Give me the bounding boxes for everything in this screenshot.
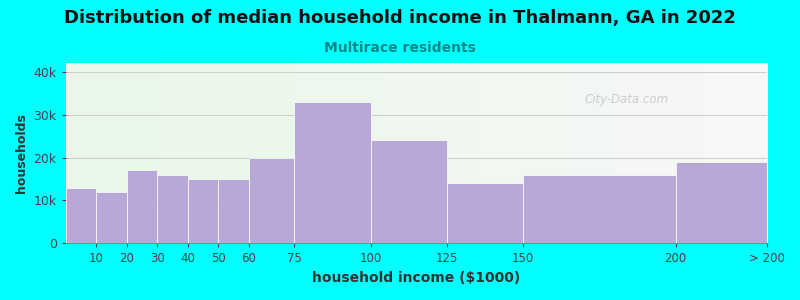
Bar xyxy=(96,192,126,243)
Bar xyxy=(126,170,157,243)
Bar xyxy=(66,188,96,243)
Y-axis label: households: households xyxy=(15,113,28,193)
Bar xyxy=(523,175,675,243)
Bar xyxy=(218,179,249,243)
Bar xyxy=(188,179,218,243)
Bar xyxy=(370,140,447,243)
X-axis label: household income ($1000): household income ($1000) xyxy=(312,271,521,285)
Text: City-Data.com: City-Data.com xyxy=(585,93,669,106)
Bar xyxy=(249,158,294,243)
Text: Multirace residents: Multirace residents xyxy=(324,40,476,55)
Text: Distribution of median household income in Thalmann, GA in 2022: Distribution of median household income … xyxy=(64,9,736,27)
Bar xyxy=(157,175,188,243)
Bar xyxy=(294,102,370,243)
Bar xyxy=(675,162,767,243)
Bar xyxy=(447,183,523,243)
